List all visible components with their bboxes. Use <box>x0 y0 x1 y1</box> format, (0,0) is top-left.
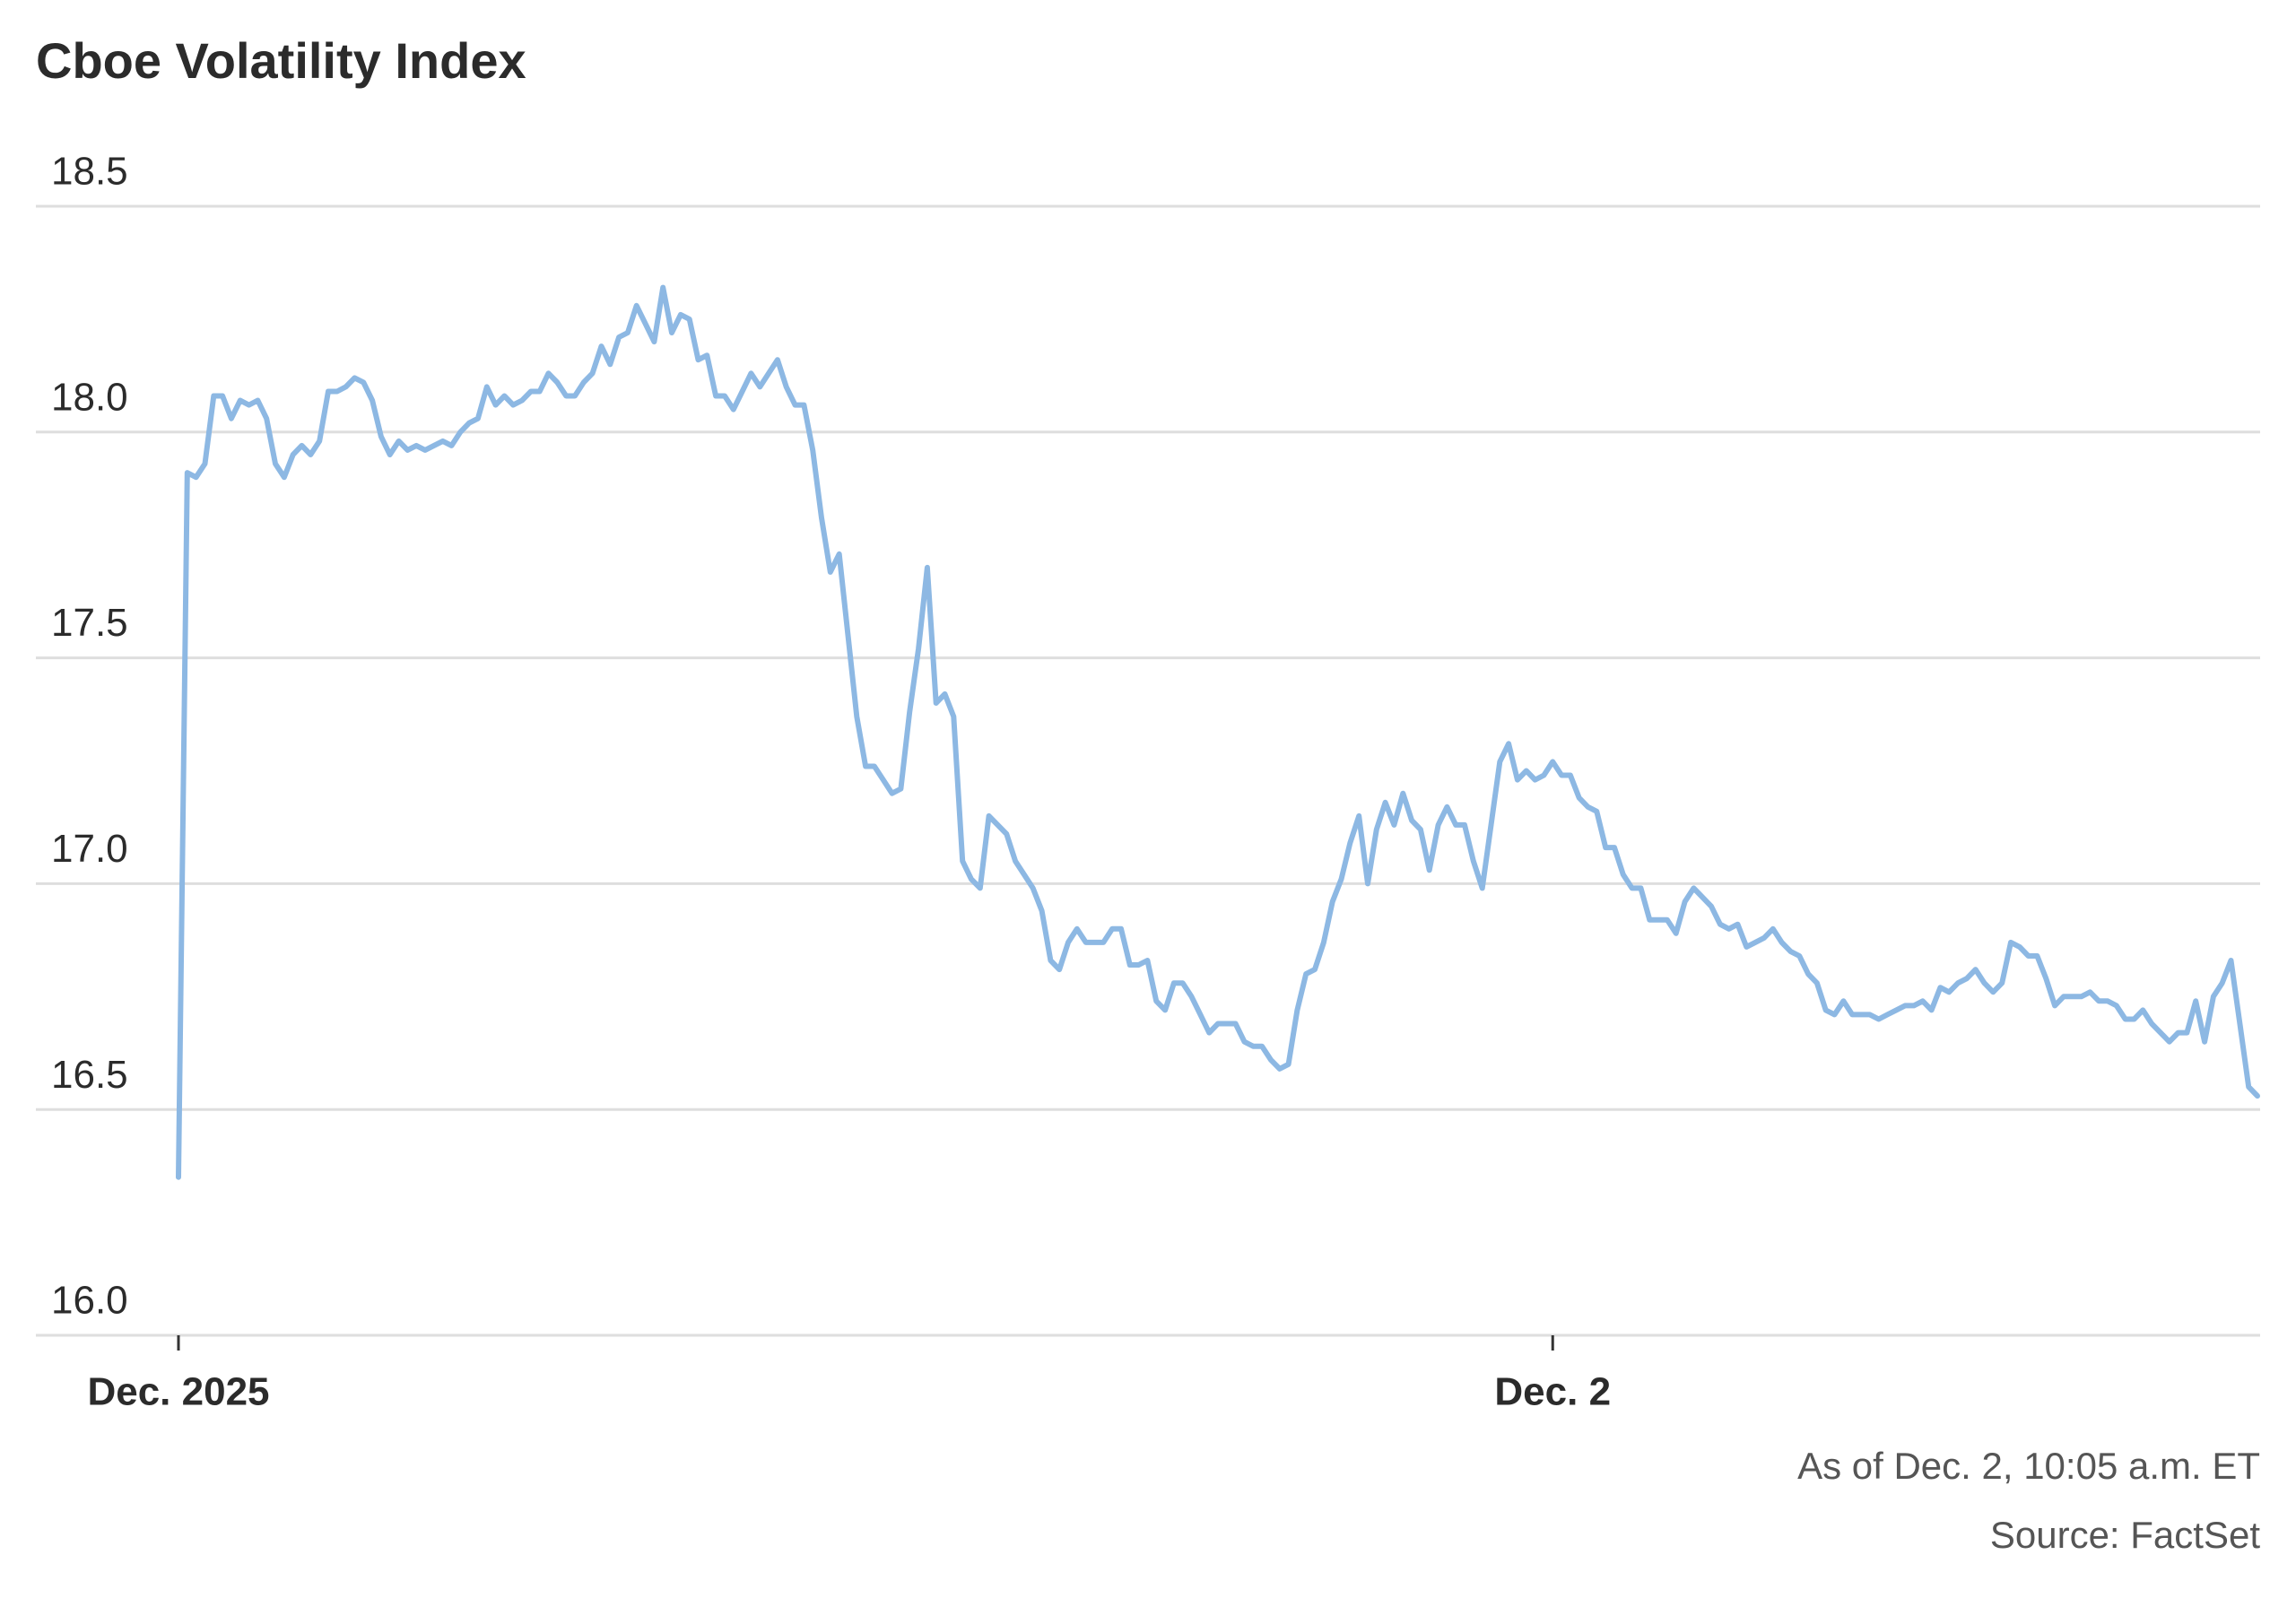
y-tick-label: 18.0 <box>51 375 128 419</box>
x-tick-label: Dec. 2025 <box>87 1370 269 1414</box>
timestamp-note: As of Dec. 2, 10:05 a.m. ET <box>1797 1445 2260 1487</box>
y-tick-label: 16.0 <box>51 1279 128 1323</box>
y-tick-label: 17.5 <box>51 601 128 645</box>
chart-title: Cboe Volatility Index <box>36 32 526 89</box>
y-tick-label: 18.5 <box>51 150 128 194</box>
x-tick-label: Dec. 2 <box>1494 1370 1611 1414</box>
source-note: Source: FactSet <box>1990 1514 2260 1556</box>
y-tick-label: 16.5 <box>51 1053 128 1097</box>
series-line <box>176 284 2260 1180</box>
y-tick-label: 17.0 <box>51 827 128 871</box>
